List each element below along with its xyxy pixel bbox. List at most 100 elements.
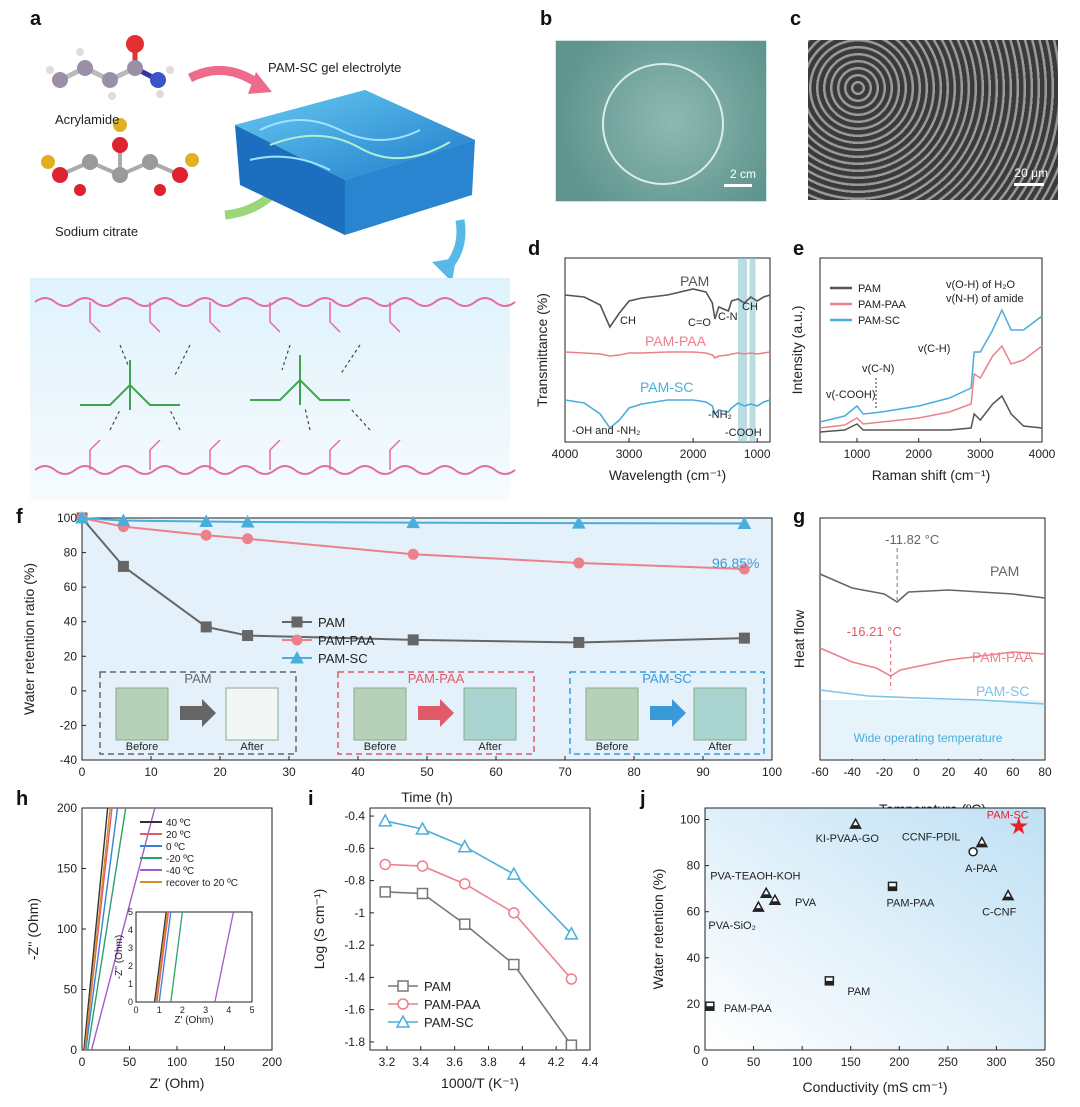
legend-label: PAM-SC <box>858 315 900 327</box>
annotation-co: C=O <box>688 317 711 329</box>
schematic-art <box>30 35 516 500</box>
data-point-pam-sc <box>75 510 89 524</box>
series-label-pam: PAM <box>990 563 1019 579</box>
scale-bar <box>724 184 752 187</box>
annotation-cooh: -COOH <box>725 427 762 439</box>
panel-label-h: h <box>16 788 29 810</box>
x-tick-label: 50 <box>420 765 434 779</box>
inset-y-tick-label: 0 <box>128 997 133 1007</box>
y-axis-label: Heat flow <box>791 609 807 668</box>
panel-a-schematic: Acrylamide Sodium citrate PAM-SC gel ele… <box>20 30 520 502</box>
legend-marker <box>291 616 303 628</box>
data-point-pam <box>200 621 212 633</box>
label-sodium-citrate: Sodium citrate <box>55 224 139 239</box>
acrylamide-molecule-icon <box>46 35 174 100</box>
x-tick-label: 2000 <box>905 447 932 461</box>
series-line-pam-paa <box>385 863 572 980</box>
x-tick-label: 4000 <box>552 447 579 461</box>
chart-i-group: 3.2 3.4 3.6 3.8 4 4.2 4.4 -1.8 -1.6 -1.4 -1.2 -1 -0.… <box>311 807 599 1091</box>
arrow-right-icon <box>180 699 216 727</box>
panel-label-c: c <box>790 8 802 30</box>
plot-frame <box>369 807 591 1051</box>
y-tick-label: -0.4 <box>344 809 365 823</box>
chart-g-group: -60-40-20020406080Temperature (ºC)Heat f… <box>791 517 1052 817</box>
x-tick-label: 40 <box>974 765 988 779</box>
label-gel-title: PAM-SC gel electrolyte <box>268 60 402 75</box>
data-point-pam-paa <box>459 878 471 890</box>
marker-half-fill <box>1003 896 1013 900</box>
point-label: CCNF-PDIL <box>902 832 961 844</box>
inset-x-tick-label: 1 <box>157 1005 162 1015</box>
y-tick-label: 20 <box>64 649 78 663</box>
data-point-pam-sc <box>737 516 752 529</box>
inset-x-tick-label: 5 <box>249 1005 254 1015</box>
y-tick-label: 150 <box>57 862 77 876</box>
x-axis-label: Conductivity (mS cm⁻¹) <box>802 1079 947 1095</box>
inset-before-label: Before <box>596 741 628 753</box>
inset-before-label: Before <box>126 741 158 753</box>
y-tick-label: 100 <box>680 813 700 827</box>
highlight-band <box>737 258 748 442</box>
legend-label: PAM-PAA <box>858 299 907 311</box>
x-tick-label: 70 <box>558 765 572 779</box>
marker-half-fill <box>753 908 763 912</box>
inset-x-label: Z' (Ohm) <box>174 1015 213 1026</box>
series-line <box>87 807 127 1051</box>
annotation-wide-range: Wide operating temperature <box>854 731 1003 745</box>
plot-frame <box>819 257 1043 443</box>
x-tick-label: 4.4 <box>582 1055 599 1069</box>
y-tick-label: -1.6 <box>344 1003 365 1017</box>
y-axis-label: Water retention ratio (%) <box>21 563 37 715</box>
y-tick-label: -1.8 <box>344 1035 365 1049</box>
data-point-pam <box>459 918 471 930</box>
data-point-pam-sc <box>199 514 214 527</box>
inset-title: PAM-PAA <box>408 671 465 686</box>
x-tick-label: 4.2 <box>548 1055 565 1069</box>
x-tick-label: 40 <box>351 765 365 779</box>
y-tick-label: -1.2 <box>344 938 365 952</box>
x-tick-label: 100 <box>167 1055 187 1069</box>
x-tick-label: 300 <box>986 1055 1006 1069</box>
data-point-pam-paa <box>200 529 212 541</box>
legend-label: 40 ºC <box>166 818 191 829</box>
data-point-pam-paa <box>565 973 578 985</box>
x-tick-label: 60 <box>1006 765 1020 779</box>
panel-label-e: e <box>793 238 805 260</box>
sample-photo-after <box>463 687 517 741</box>
marker-half-fill <box>770 901 780 905</box>
highlight-band <box>749 258 756 442</box>
y-tick-label: 200 <box>57 801 77 815</box>
sample-photo-before <box>585 687 639 741</box>
marker-half-fill <box>825 980 834 985</box>
annotation-oh-nh2: -OH and -NH₂ <box>572 425 640 437</box>
sodium-citrate-molecule-icon <box>41 118 199 196</box>
inset-box <box>99 671 297 755</box>
inset-series-line <box>170 911 184 1003</box>
inset-series-line <box>156 911 170 1003</box>
y-tick-label: 50 <box>64 983 78 997</box>
point-label: PAM-PAA <box>886 897 935 909</box>
data-point-pam-sc <box>457 839 473 853</box>
point-label: PAM <box>847 986 870 998</box>
y-tick-label: 60 <box>687 905 701 919</box>
legend-label: PAM-PAA <box>318 633 375 648</box>
inset-after-label: After <box>478 741 502 753</box>
data-point-pam-sc <box>415 821 430 835</box>
data-point-pam-sc <box>116 513 131 527</box>
annotation-cn: v(C-N) <box>862 363 894 375</box>
annotation-ch2: CH <box>742 301 758 313</box>
petri-dish-icon <box>602 63 724 185</box>
end-value-label: 96.85% <box>712 555 759 571</box>
x-tick-label: 60 <box>489 765 503 779</box>
label-acrylamide: Acrylamide <box>55 112 120 127</box>
arrow-right-icon <box>650 699 686 727</box>
x-tick-label: -40 <box>843 765 861 779</box>
data-point-pam-sc <box>377 813 393 827</box>
y-tick-label: 100 <box>57 922 77 936</box>
series-line-pam-sc <box>564 399 771 430</box>
series-line-pam-sc <box>819 689 1046 705</box>
data-point-pam <box>416 887 429 900</box>
data-point-pam-paa <box>416 860 429 872</box>
legend-label: 20 ºC <box>166 830 191 841</box>
